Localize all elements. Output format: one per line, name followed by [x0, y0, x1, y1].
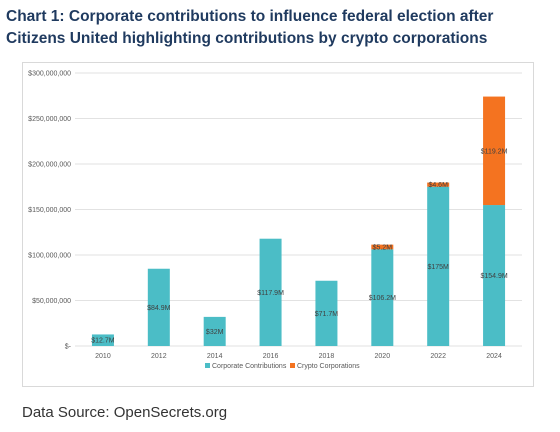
data-label: $154.9M — [480, 273, 507, 280]
data-label: $117.9M — [257, 290, 284, 297]
y-tick-label: $50,000,000 — [32, 298, 71, 305]
y-tick-label: $250,000,000 — [28, 116, 71, 123]
x-tick-label: 2022 — [430, 353, 446, 360]
legend-swatch — [290, 363, 295, 368]
y-tick-label: $200,000,000 — [28, 162, 71, 169]
y-tick-label: $100,000,000 — [28, 253, 71, 260]
bar-crypto — [427, 182, 450, 187]
y-tick-label: $150,000,000 — [28, 207, 71, 214]
bar-corporate — [259, 238, 282, 346]
x-tick-label: 2016 — [263, 353, 279, 360]
data-label: $4.6M — [428, 182, 448, 189]
x-tick-label: 2024 — [486, 353, 502, 360]
bar-corporate — [147, 268, 170, 346]
x-tick-label: 2014 — [207, 353, 223, 360]
y-tick-label: $- — [65, 344, 72, 351]
bar-corporate — [483, 205, 506, 346]
data-label: $84.9M — [147, 305, 171, 312]
x-tick-label: 2020 — [375, 353, 391, 360]
chart-title: Chart 1: Corporate contributions to infl… — [6, 8, 494, 47]
bar-crypto — [371, 244, 394, 250]
bar-corporate — [203, 316, 226, 346]
data-label: $119.2M — [481, 148, 508, 155]
data-label: $175M — [427, 264, 449, 271]
data-label: $71.7M — [315, 311, 339, 318]
legend-swatch — [205, 363, 210, 368]
x-tick-label: 2012 — [151, 353, 167, 360]
legend-label: Crypto Corporations — [297, 363, 360, 370]
bar-corporate — [91, 334, 114, 346]
legend-label: Corporate Contributions — [212, 363, 287, 370]
x-tick-label: 2018 — [319, 353, 335, 360]
data-label: $106.2M — [369, 295, 396, 302]
bar-crypto — [483, 96, 506, 206]
x-tick-label: 2010 — [95, 353, 111, 360]
data-label: $32M — [206, 329, 224, 336]
data-label: $12.7M — [91, 338, 115, 345]
stacked-bar-chart: $- $50,000,000 $100,000,000 $150,000,000 $20… — [28, 71, 522, 370]
bar-corporate — [315, 280, 338, 346]
bar-corporate — [371, 249, 394, 346]
bar-corporate — [427, 186, 450, 346]
data-source-note: Data Source: OpenSecrets.org — [22, 404, 228, 421]
data-label: $5.2M — [373, 244, 393, 251]
y-tick-label: $300,000,000 — [28, 71, 71, 78]
